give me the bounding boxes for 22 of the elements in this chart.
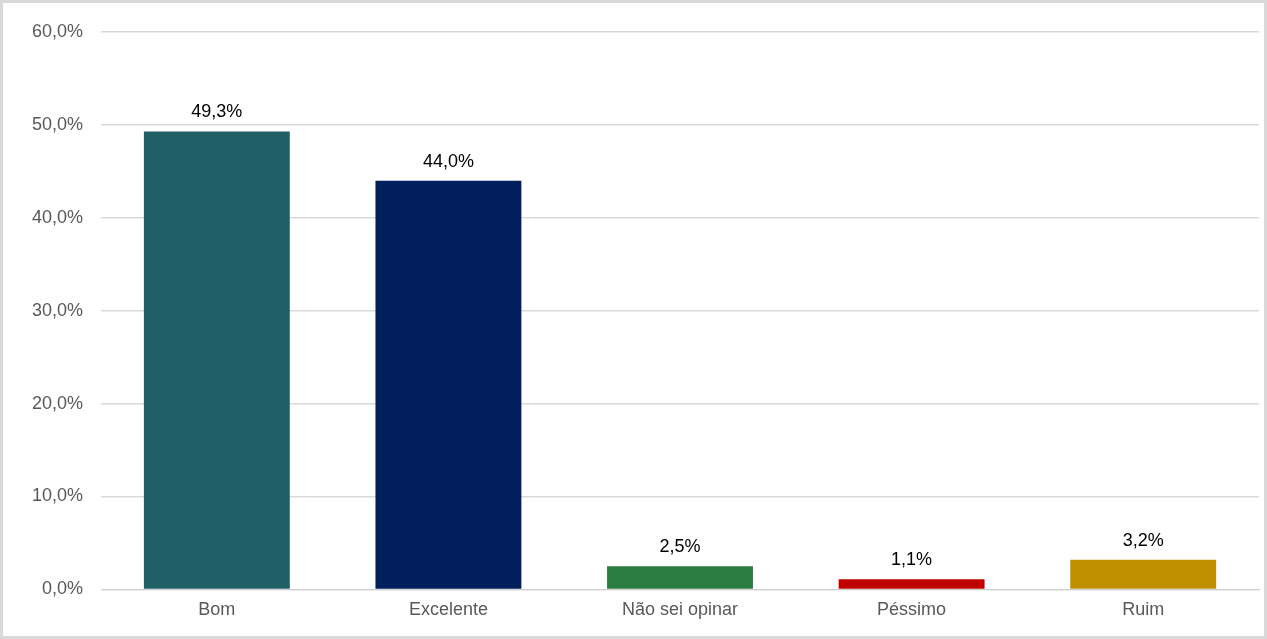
y-tick-label: 10,0%: [31, 485, 84, 506]
x-tick-label: Excelente: [408, 599, 488, 620]
x-tick-label: Ruim: [1122, 599, 1165, 620]
data-label: 49,3%: [191, 101, 243, 122]
x-tick-label: Não sei opinar: [621, 599, 739, 620]
bar: [838, 579, 985, 589]
x-tick-label: Péssimo: [877, 599, 947, 620]
x-tick-label: Bom: [198, 599, 236, 620]
data-label: 2,5%: [659, 536, 701, 557]
bar: [375, 180, 522, 589]
y-tick-label: 0,0%: [42, 578, 84, 599]
y-tick-label: 60,0%: [31, 20, 84, 41]
data-label: 3,2%: [1122, 529, 1164, 550]
y-tick-label: 30,0%: [31, 299, 84, 320]
y-tick-label: 40,0%: [31, 206, 84, 227]
y-tick-label: 50,0%: [31, 113, 84, 134]
bar: [1070, 559, 1217, 589]
data-label: 44,0%: [422, 150, 474, 171]
bar: [607, 566, 753, 589]
bar: [143, 131, 290, 589]
y-tick-label: 20,0%: [31, 392, 84, 413]
data-label: 1,1%: [891, 549, 933, 570]
